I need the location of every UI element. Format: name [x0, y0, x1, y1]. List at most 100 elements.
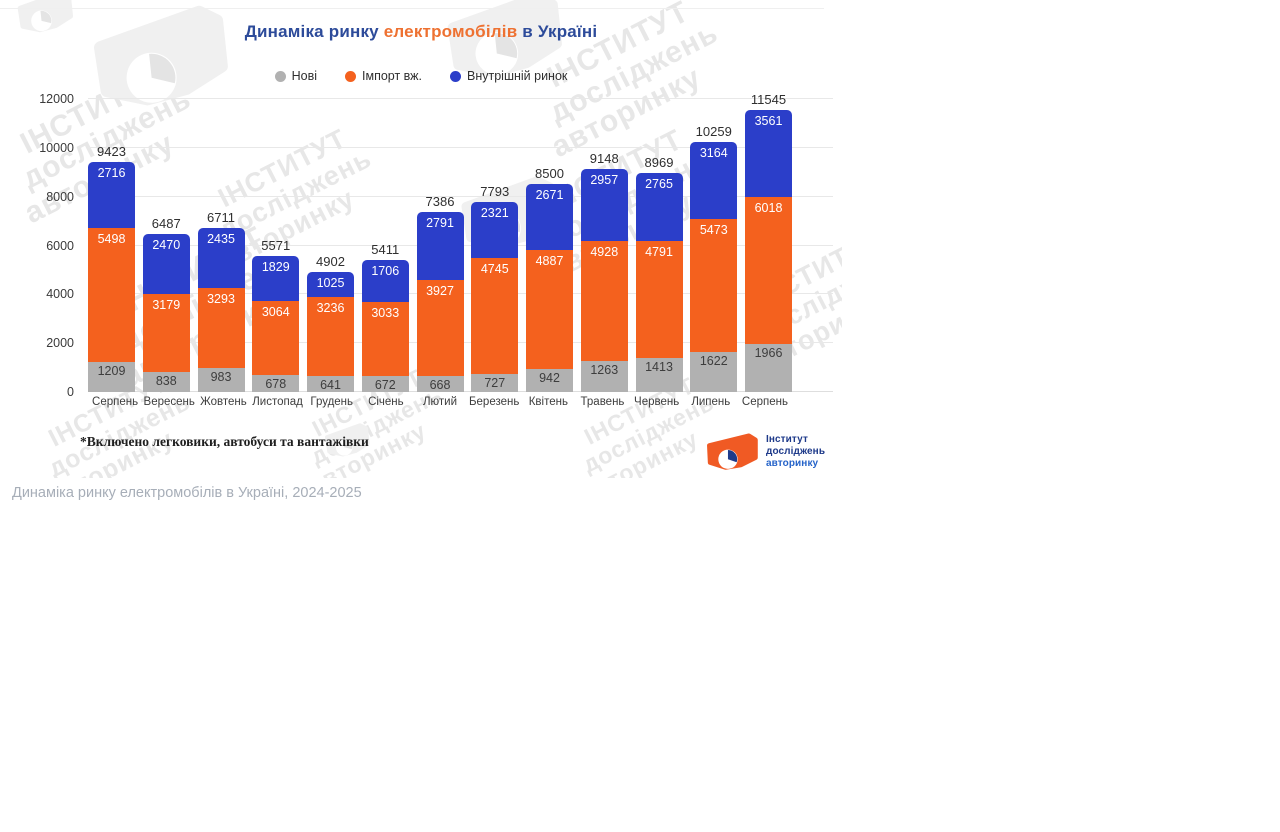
x-axis-label: Листопад [252, 396, 303, 408]
bar-segment-domestic: 2791 [416, 211, 464, 280]
bar-column: 8969 2765 4791 1413 [635, 155, 683, 392]
bar-total-label: 11545 [750, 92, 787, 108]
x-axis-label: Червень [634, 396, 680, 408]
plot-area: 9423 2716 5498 1209 6487 2470 3179 838 6711 2435 3… [88, 92, 833, 392]
y-tick-label: 0 [67, 385, 74, 399]
grid-line [88, 146, 833, 148]
bar-total-label: 6487 [151, 215, 181, 231]
bar-segment-domestic: 1025 [307, 272, 354, 298]
legend-label-domestic: Внутрішній ринок [467, 69, 568, 83]
bar-segment-domestic: 2716 [88, 161, 135, 229]
bar-column: 4902 1025 3236 641 [307, 254, 354, 392]
bars-row: 9423 2716 5498 1209 6487 2470 3179 838 6711 2435 3… [88, 92, 792, 392]
bar-segment-new: 727 [471, 374, 519, 392]
bar-segment-new: 1622 [690, 352, 738, 392]
x-axis-label: Серпень [741, 396, 788, 408]
bar-segment-domestic: 3164 [690, 141, 738, 219]
legend-item-new: Нові [274, 69, 318, 83]
footnote: *Включено легковики, автобуси та вантажі… [80, 434, 369, 449]
bar-column: 9148 2957 4928 1263 [580, 150, 628, 392]
bar-segment-import: 3179 [142, 293, 190, 372]
bar-total-label: 9423 [97, 143, 126, 159]
bar-segment-import: 4928 [580, 240, 628, 362]
x-axis-label: Жовтень [200, 396, 247, 408]
bar-column: 6711 2435 3293 983 [197, 210, 245, 392]
bar-total-label: 5411 [371, 241, 400, 257]
bar-column: 5571 1829 3064 678 [252, 237, 300, 392]
bar-segment-new: 672 [361, 375, 409, 392]
bar-segment-domestic: 2470 [142, 233, 190, 294]
bar-segment-domestic: 3561 [745, 110, 792, 198]
brand-car-icon [707, 433, 758, 470]
bar-segment-new: 838 [142, 371, 190, 392]
brand-line3: авторинку [766, 458, 819, 470]
y-tick-label: 6000 [46, 238, 74, 253]
x-axis-label: Травень [580, 396, 625, 408]
bar-segment-domestic: 2321 [471, 201, 519, 259]
x-axis-label: Березень [468, 396, 520, 408]
legend-dot-new-icon [274, 70, 286, 82]
y-tick-label: 12000 [39, 92, 74, 106]
bar-segment-domestic: 1829 [252, 255, 300, 301]
bar-total-label: 8969 [644, 155, 674, 171]
bar-column: 6487 2470 3179 838 [142, 215, 190, 392]
bar-segment-import: 4791 [635, 240, 683, 358]
x-axis-label: Січень [368, 396, 404, 408]
bar-total-label: 7386 [425, 193, 455, 209]
legend-dot-import-icon [345, 70, 357, 82]
chart-legend: Нові Імпорт вж. Внутрішній ринок [0, 69, 842, 83]
legend-item-domestic: Внутрішній ринок [450, 69, 567, 83]
bar-segment-new: 1209 [88, 362, 135, 392]
ev-market-chart: ІНСТИТУТ досліджень авторинку ІНСТИТУТ дослі… [0, 0, 842, 478]
brand-line2: досліджень [766, 445, 826, 457]
y-tick-label: 2000 [46, 336, 74, 351]
x-axis-label: Вересень [143, 396, 195, 408]
bar-segment-new: 678 [252, 375, 300, 392]
bar-segment-domestic: 2957 [580, 168, 628, 241]
grid-line [88, 195, 833, 197]
bar-segment-domestic: 2435 [197, 228, 245, 288]
image-top-border [0, 8, 824, 9]
bar-segment-new: 1966 [745, 344, 792, 392]
bar-segment-import: 4887 [526, 249, 573, 369]
bar-segment-import: 3064 [252, 300, 300, 376]
bar-column: 5411 1706 3033 672 [361, 241, 409, 392]
x-axis-label: Лютий [422, 396, 458, 408]
chart-title-part1: Динаміка ринку [244, 22, 384, 41]
x-axis-label: Грудень [310, 396, 354, 408]
bar-total-label: 7793 [480, 183, 510, 199]
x-axis-label: Квітень [528, 396, 568, 408]
bar-segment-new: 1263 [580, 361, 628, 392]
page-caption: Динаміка ринку електромобілів в Україні,… [12, 485, 362, 501]
bar-segment-domestic: 1706 [361, 259, 409, 302]
bar-segment-import: 5473 [690, 218, 738, 353]
bar-segment-new: 942 [526, 369, 573, 392]
y-tick-label: 8000 [46, 189, 74, 204]
bar-segment-domestic: 2765 [635, 173, 683, 241]
chart-title-part2: електромобілів [383, 22, 518, 41]
legend-label-import: Імпорт вж. [362, 69, 423, 83]
bar-segment-import: 4745 [471, 258, 519, 375]
brand-text: Інститут досліджень авторинку [766, 434, 825, 471]
bar-column: 7386 2791 3927 668 [416, 193, 464, 392]
grid-line [88, 98, 833, 99]
bar-column: 7793 2321 4745 727 [471, 183, 519, 392]
bar-total-label: 6711 [207, 210, 235, 226]
legend-label-new: Нові [291, 69, 318, 83]
x-axis-label: Липень [691, 396, 731, 408]
bar-total-label: 5571 [261, 237, 291, 253]
y-axis: 0 2000 4000 6000 8000 10000 12000 [0, 92, 80, 399]
bar-column: 11545 3561 6018 1966 [745, 92, 792, 392]
brand-logo: Інститут досліджень авторинку [703, 432, 825, 472]
brand-line1: Інститут [766, 433, 808, 445]
bar-total-label: 8500 [535, 166, 564, 182]
bar-total-label: 4902 [316, 254, 345, 270]
bar-segment-import: 3033 [361, 301, 409, 376]
bar-segment-import: 5498 [88, 228, 135, 363]
bar-segment-import: 3293 [197, 287, 245, 368]
bar-column: 8500 2671 4887 942 [526, 166, 573, 392]
bar-segment-import: 3927 [416, 279, 464, 376]
bar-segment-domestic: 2671 [526, 184, 573, 250]
legend-item-import: Імпорт вж. [345, 69, 422, 83]
bar-total-label: 9148 [589, 150, 619, 166]
